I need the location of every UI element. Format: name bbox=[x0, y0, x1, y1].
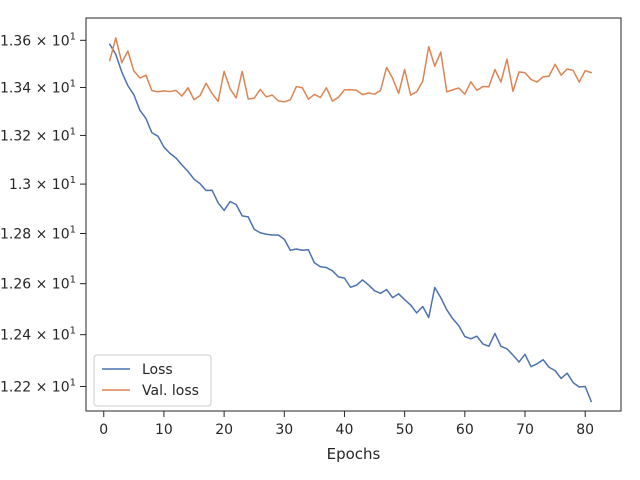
y-tick-multiply-sign: × 10 bbox=[31, 328, 69, 344]
y-tick-exponent: 1 bbox=[70, 126, 76, 137]
x-tick-label: 30 bbox=[275, 422, 293, 438]
y-tick-mantissa: 1.26 bbox=[0, 277, 31, 293]
y-tick-exponent: 1 bbox=[70, 31, 76, 42]
y-tick-mantissa: 1.22 bbox=[0, 380, 31, 396]
legend-label-loss: Loss bbox=[142, 362, 173, 378]
y-tick-mantissa: 1.24 bbox=[0, 328, 31, 344]
y-tick-label: 1.22 × 101 bbox=[0, 378, 76, 396]
y-tick-multiply-sign: × 10 bbox=[31, 33, 69, 49]
y-tick-label: 1.32 × 101 bbox=[0, 126, 76, 144]
x-axis-label: Epochs bbox=[327, 445, 381, 463]
y-tick-multiply-sign: × 10 bbox=[31, 277, 69, 293]
series-line-loss bbox=[108, 43, 593, 403]
y-tick-exponent: 1 bbox=[70, 175, 76, 186]
y-tick-mantissa: 1.34 bbox=[0, 81, 31, 97]
y-tick-label: 1.24 × 101 bbox=[0, 326, 76, 344]
legend-label-val-loss: Val. loss bbox=[142, 383, 199, 399]
y-tick-multiply-sign: × 10 bbox=[31, 227, 69, 243]
x-tick-label: 80 bbox=[576, 422, 594, 438]
y-tick-mantissa: 1.28 bbox=[0, 227, 31, 243]
y-tick-exponent: 1 bbox=[70, 225, 76, 236]
y-tick-mantissa: 1.36 bbox=[0, 33, 31, 49]
series-line-val-loss bbox=[108, 37, 593, 103]
x-tick-label: 50 bbox=[396, 422, 414, 438]
y-tick-label: 1.34 × 101 bbox=[0, 79, 76, 97]
legend: Loss Val. loss bbox=[93, 354, 212, 407]
x-axis: 0 10 20 30 40 50 60 70 80 bbox=[99, 411, 594, 438]
x-tick-label: 0 bbox=[99, 422, 108, 438]
y-tick-exponent: 1 bbox=[70, 79, 76, 90]
y-tick-multiply-sign: × 10 bbox=[31, 81, 69, 97]
y-tick-mantissa: 1.32 bbox=[0, 128, 31, 144]
x-tick-label: 10 bbox=[155, 422, 173, 438]
legend-box bbox=[93, 354, 212, 407]
y-tick-label: 1.26 × 101 bbox=[0, 275, 76, 293]
y-tick-multiply-sign: × 10 bbox=[31, 380, 69, 396]
y-tick-exponent: 1 bbox=[70, 326, 76, 337]
y-tick-mantissa: 1.3 bbox=[9, 177, 31, 193]
plot-frame bbox=[85, 17, 622, 412]
y-tick-exponent: 1 bbox=[70, 378, 76, 389]
y-tick-multiply-sign: × 10 bbox=[31, 128, 69, 144]
y-tick-label: 1.3 × 101 bbox=[9, 175, 76, 193]
y-tick-label: 1.28 × 101 bbox=[0, 225, 76, 243]
x-tick-label: 40 bbox=[336, 422, 354, 438]
series-layer bbox=[108, 37, 593, 403]
y-tick-label: 1.36 × 101 bbox=[0, 31, 76, 49]
y-tick-multiply-sign: × 10 bbox=[31, 177, 69, 193]
x-tick-label: 20 bbox=[215, 422, 233, 438]
y-tick-exponent: 1 bbox=[70, 275, 76, 286]
x-tick-label: 60 bbox=[456, 422, 474, 438]
x-tick-label: 70 bbox=[516, 422, 534, 438]
